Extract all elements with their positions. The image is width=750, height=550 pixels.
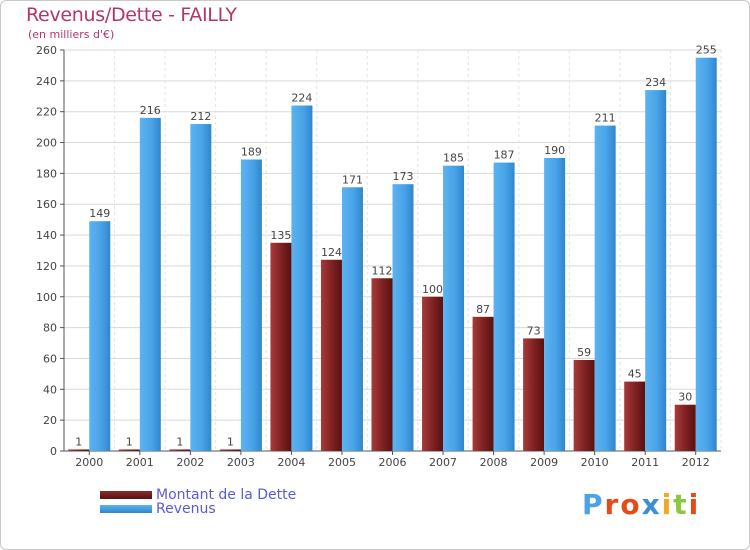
data-label-revenus-2012: 255	[696, 44, 717, 57]
bar-debt-2011	[624, 381, 646, 451]
data-label-debt-2006: 112	[372, 264, 393, 277]
data-label-revenus-2002: 212	[190, 110, 211, 123]
data-label-revenus-2001: 216	[140, 104, 161, 117]
data-label-debt-2001: 1	[126, 435, 133, 448]
bar-revenus-2009	[544, 157, 566, 451]
data-label-revenus-2005: 171	[342, 173, 363, 186]
logo-letter: o	[620, 488, 642, 521]
bar-revenus-2001	[139, 117, 161, 451]
legend-item-debt: Montant de la Dette	[100, 487, 296, 503]
data-label-revenus-2010: 211	[595, 112, 616, 125]
logo-letter: r	[604, 488, 621, 521]
legend-label-debt: Montant de la Dette	[156, 487, 297, 503]
logo-letter: t	[673, 488, 689, 521]
x-tick-label: 2006	[379, 456, 407, 469]
x-tick-label: 2007	[429, 456, 457, 469]
legend-swatch-revenus	[100, 505, 152, 513]
bar-revenus-2011	[645, 90, 667, 451]
x-tick-label: 2008	[480, 456, 508, 469]
x-tick-label: 2009	[530, 456, 558, 469]
data-label-debt-2012: 30	[678, 391, 692, 404]
y-tick-label: 40	[43, 383, 57, 396]
data-label-revenus-2000: 149	[89, 207, 110, 220]
legend-item-revenus: Revenus	[100, 501, 216, 517]
bar-revenus-2003	[240, 159, 262, 451]
proxiti-logo: Proxiti	[582, 488, 700, 521]
x-tick-label: 2003	[227, 456, 255, 469]
bar-debt-2012	[674, 404, 696, 451]
data-label-debt-2008: 87	[476, 303, 490, 316]
logo-letter: i	[661, 488, 674, 521]
legend-swatch-debt	[100, 491, 152, 499]
y-tick-label: 80	[43, 322, 57, 335]
bar-revenus-2000	[89, 221, 111, 451]
bar-debt-2000	[68, 449, 90, 451]
data-label-debt-2005: 124	[321, 246, 342, 259]
data-label-revenus-2007: 185	[443, 152, 464, 165]
bar-debt-2010	[573, 360, 595, 451]
y-tick-label: 180	[36, 167, 57, 180]
data-label-debt-2009: 73	[527, 324, 541, 337]
y-tick-label: 160	[36, 198, 57, 211]
y-tick-label: 240	[36, 75, 57, 88]
bar-debt-2001	[118, 449, 140, 451]
y-tick-label: 260	[36, 44, 57, 57]
data-label-debt-2011: 45	[628, 368, 642, 381]
y-tick-label: 100	[36, 291, 57, 304]
data-label-debt-2010: 59	[577, 346, 591, 359]
y-tick-label: 20	[43, 414, 57, 427]
x-tick-label: 2002	[176, 456, 204, 469]
data-label-debt-2000: 1	[75, 435, 82, 448]
logo-letter: i	[688, 488, 701, 521]
x-tick-label: 2005	[328, 456, 356, 469]
logo-letter: P	[582, 488, 605, 521]
x-tick-label: 2010	[581, 456, 609, 469]
bar-debt-2004	[270, 242, 292, 451]
y-tick-label: 140	[36, 229, 57, 242]
axes: 0 20 40 60 80 100 120 140 160 180 200 220 240 260 2000…	[36, 44, 721, 469]
bar-debt-2009	[523, 338, 545, 451]
bar-revenus-2005	[341, 187, 363, 451]
bar-revenus-2002	[190, 124, 212, 452]
y-tick-label: 0	[50, 445, 57, 458]
bar-debt-2005	[320, 259, 342, 451]
x-tick-label: 2012	[682, 456, 710, 469]
data-label-revenus-2008: 187	[494, 149, 515, 162]
x-tick-label: 2004	[277, 456, 305, 469]
x-tick-label: 2001	[126, 456, 154, 469]
data-labels: 1 149 1 216 1 212 1 189 135 224 124 171 112 173 100 185…	[75, 44, 716, 449]
bar-revenus-2007	[443, 165, 465, 451]
data-label-debt-2003: 1	[227, 435, 234, 448]
bar-revenus-2004	[291, 105, 313, 452]
bar-revenus-2008	[493, 162, 515, 452]
chart-subtitle: (en milliers d'€)	[28, 28, 115, 41]
bar-debt-2006	[371, 278, 393, 451]
bar-debt-2007	[422, 296, 444, 451]
data-label-revenus-2004: 224	[291, 92, 312, 105]
bar-debt-2008	[472, 316, 494, 451]
data-label-debt-2004: 135	[270, 229, 291, 242]
bars	[68, 57, 717, 452]
y-tick-label: 120	[36, 260, 57, 273]
data-label-debt-2002: 1	[176, 435, 183, 448]
bar-debt-2003	[219, 449, 241, 451]
data-label-revenus-2011: 234	[645, 76, 666, 89]
legend-label-revenus: Revenus	[156, 501, 216, 517]
x-tick-label: 2011	[631, 456, 659, 469]
y-tick-label: 200	[36, 137, 57, 150]
data-label-revenus-2009: 190	[544, 144, 565, 157]
x-tick-label: 2000	[75, 456, 103, 469]
y-tick-label: 220	[36, 106, 57, 119]
bar-revenus-2006	[392, 184, 414, 451]
data-label-revenus-2006: 173	[393, 170, 414, 183]
y-tick-label: 60	[43, 352, 57, 365]
bar-debt-2002	[169, 449, 191, 451]
bar-revenus-2012	[695, 57, 717, 451]
data-label-debt-2007: 100	[422, 283, 443, 296]
data-label-revenus-2003: 189	[241, 146, 262, 159]
bar-revenus-2010	[594, 125, 616, 452]
logo-letter: x	[641, 488, 662, 521]
chart-title: Revenus/Dette - FAILLY	[26, 4, 237, 26]
